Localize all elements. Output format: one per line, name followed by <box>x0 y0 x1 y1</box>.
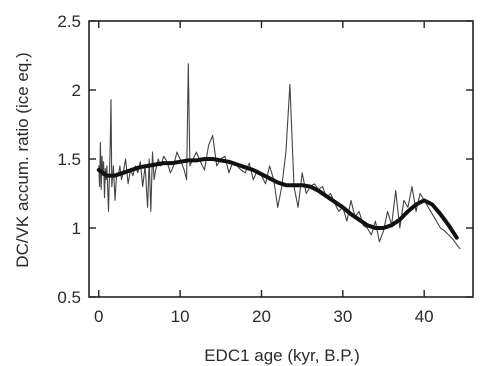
x-tick-label: 20 <box>252 307 271 326</box>
smoothed-series-line <box>96 157 459 240</box>
x-tick-label: 0 <box>94 307 103 326</box>
plot-frame <box>88 20 474 298</box>
y-tick-label: 1.5 <box>57 150 81 169</box>
y-tick-label: 2 <box>72 81 81 100</box>
y-tick-label: 0.5 <box>57 288 81 307</box>
y-tick-label: 2.5 <box>57 12 81 31</box>
chart-axes: 0 10 20 30 40 0.5 1 1.5 2 2.5 <box>57 12 474 326</box>
x-tick-label: 30 <box>333 307 352 326</box>
x-axis-label: EDC1 age (kyr, B.P.) <box>204 346 360 365</box>
x-tick-label: 10 <box>171 307 190 326</box>
chart-marks <box>96 63 461 250</box>
x-tick-label: 40 <box>415 307 434 326</box>
y-tick-label: 1 <box>72 219 81 238</box>
y-axis-label: DC/VK accum. ratio (ice eq.) <box>13 52 32 267</box>
raw-series-line <box>98 63 461 250</box>
